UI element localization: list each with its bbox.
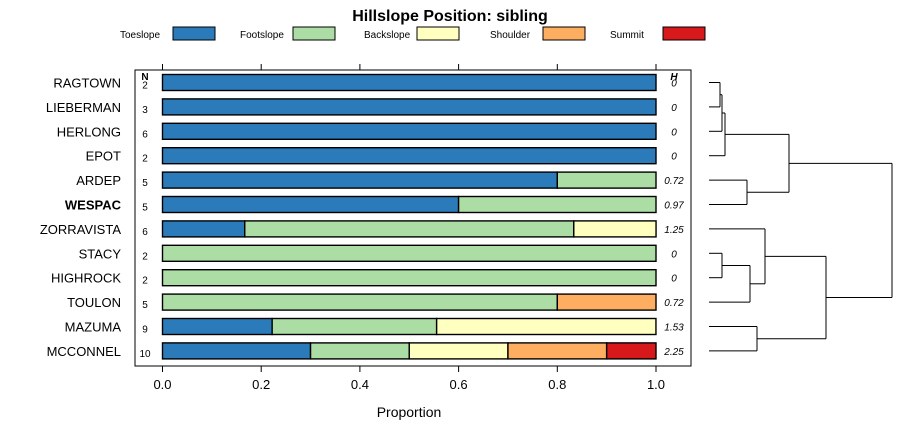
legend-label-footslope: Footslope	[240, 30, 284, 41]
bar-segment-backslope	[573, 220, 657, 238]
legend-swatch-backslope	[416, 26, 460, 41]
row-label: WESPAC	[65, 198, 122, 213]
row-h-value: 0	[671, 274, 677, 285]
n-column-header: N	[141, 72, 148, 83]
x-tick-label: 0.6	[450, 377, 468, 392]
legend-label-summit: Summit	[610, 30, 644, 41]
x-tick-label: 0.4	[351, 377, 369, 392]
bar-rows: RAGTOWN 2 0 LIEBERMAN 3 0 HERLONG 6 0 EPOT 2 0 ARDEP…	[40, 73, 684, 360]
bar-segment-footslope	[161, 244, 657, 263]
bar-segment-shoulder	[556, 293, 657, 311]
bar-segment-footslope	[161, 293, 558, 311]
row-h-value: 0.72	[664, 176, 684, 187]
x-tick-label: 1.0	[647, 377, 665, 392]
legend-label-backslope: Backslope	[364, 30, 411, 41]
row-label: ZORRAVISTA	[40, 222, 121, 237]
row-h-value: 1.25	[664, 225, 684, 236]
row-n-value: 3	[142, 105, 148, 116]
row-n-value: 5	[142, 300, 148, 311]
legend-swatch-toeslope	[172, 26, 216, 41]
row-label: MAZUMA	[65, 320, 122, 335]
bar-row-toulon: TOULON 5 0.72	[67, 293, 684, 311]
row-h-value: 0	[671, 103, 677, 114]
bar-segment-toeslope	[161, 146, 657, 165]
legend: Toeslope Footslope Backslope Shoulder Summit	[120, 26, 706, 41]
bar-segment-toeslope	[161, 122, 657, 141]
bar-segment-toeslope	[161, 317, 273, 336]
row-n-value: 2	[142, 81, 148, 92]
legend-swatch-summit	[662, 26, 706, 41]
x-tick-label: 0.8	[548, 377, 566, 392]
legend-label-toeslope: Toeslope	[120, 30, 160, 41]
bar-segment-footslope	[244, 220, 575, 238]
bar-row-lieberman: LIEBERMAN 3 0	[46, 98, 677, 116]
x-tick-label: 0.2	[252, 377, 270, 392]
row-label: LIEBERMAN	[46, 100, 121, 115]
row-n-value: 6	[142, 129, 148, 140]
bar-segment-footslope	[457, 195, 657, 214]
row-label: STACY	[79, 246, 122, 261]
row-label: TOULON	[67, 295, 121, 310]
row-n-value: 2	[142, 154, 148, 165]
bar-row-mazuma: MAZUMA 9 1.53	[65, 317, 684, 336]
x-axis-title: Proportion	[377, 404, 442, 420]
bar-segment-backslope	[435, 317, 657, 336]
row-h-value: 2.25	[663, 347, 684, 358]
row-label: HIGHROCK	[51, 271, 121, 286]
row-n-value: 5	[142, 203, 148, 214]
bar-row-epot: EPOT 2 0	[86, 146, 677, 165]
bar-segment-toeslope	[161, 195, 460, 214]
row-label: EPOT	[86, 149, 121, 164]
bar-segment-footslope	[556, 171, 657, 189]
row-h-value: 0	[671, 249, 677, 260]
row-h-value: 0	[671, 152, 677, 163]
x-tick-label: 0.0	[153, 377, 171, 392]
bar-segment-toeslope	[161, 73, 657, 92]
x-axis: 0.0 0.2 0.4 0.6 0.8 1.0	[153, 64, 665, 392]
bar-row-herlong: HERLONG 6 0	[57, 122, 677, 141]
bar-row-mcconnel: MCCONNEL 10 2.25	[47, 342, 684, 360]
row-h-value: 0.72	[664, 298, 684, 309]
chart-title: Hillslope Position: sibling	[352, 8, 548, 25]
bar-segment-footslope	[309, 342, 410, 360]
bar-row-highrock: HIGHROCK 2 0	[51, 269, 677, 287]
bar-segment-toeslope	[161, 342, 312, 360]
row-label: RAGTOWN	[53, 76, 121, 91]
row-label: HERLONG	[57, 124, 121, 139]
plot-frame	[134, 69, 692, 367]
row-label: ARDEP	[76, 173, 121, 188]
row-n-value: 2	[142, 251, 148, 262]
bar-segment-shoulder	[507, 342, 608, 360]
bar-row-ardep: ARDEP 5 0.72	[76, 171, 684, 189]
dendrogram	[709, 82, 893, 352]
row-n-value: 5	[142, 178, 148, 189]
row-label: MCCONNEL	[47, 344, 121, 359]
legend-swatch-shoulder	[542, 26, 586, 41]
bar-segment-footslope	[271, 317, 438, 336]
bar-segment-toeslope	[161, 98, 657, 116]
bar-segment-toeslope	[161, 220, 246, 238]
legend-label-shoulder: Shoulder	[490, 30, 531, 41]
bar-segment-backslope	[408, 342, 509, 360]
h-column-header: H	[670, 72, 678, 83]
row-n-value: 9	[142, 325, 148, 336]
row-n-value: 6	[142, 227, 148, 238]
bar-segment-toeslope	[161, 171, 558, 189]
bar-row-stacy: STACY 2 0	[79, 244, 677, 263]
bar-segment-footslope	[161, 269, 657, 287]
legend-swatch-footslope	[292, 26, 336, 41]
bar-row-ragtown: RAGTOWN 2 0	[53, 73, 677, 92]
bar-row-zorravista: ZORRAVISTA 6 1.25	[40, 220, 684, 238]
row-n-value: 10	[139, 349, 151, 360]
row-n-value: 2	[142, 276, 148, 287]
row-h-value: 0	[671, 79, 677, 90]
row-h-value: 1.53	[664, 323, 684, 334]
bar-segment-summit	[605, 342, 657, 360]
row-h-value: 0	[671, 127, 677, 138]
row-h-value: 0.97	[664, 201, 684, 212]
bar-row-wespac: WESPAC 5 0.97	[65, 195, 684, 214]
